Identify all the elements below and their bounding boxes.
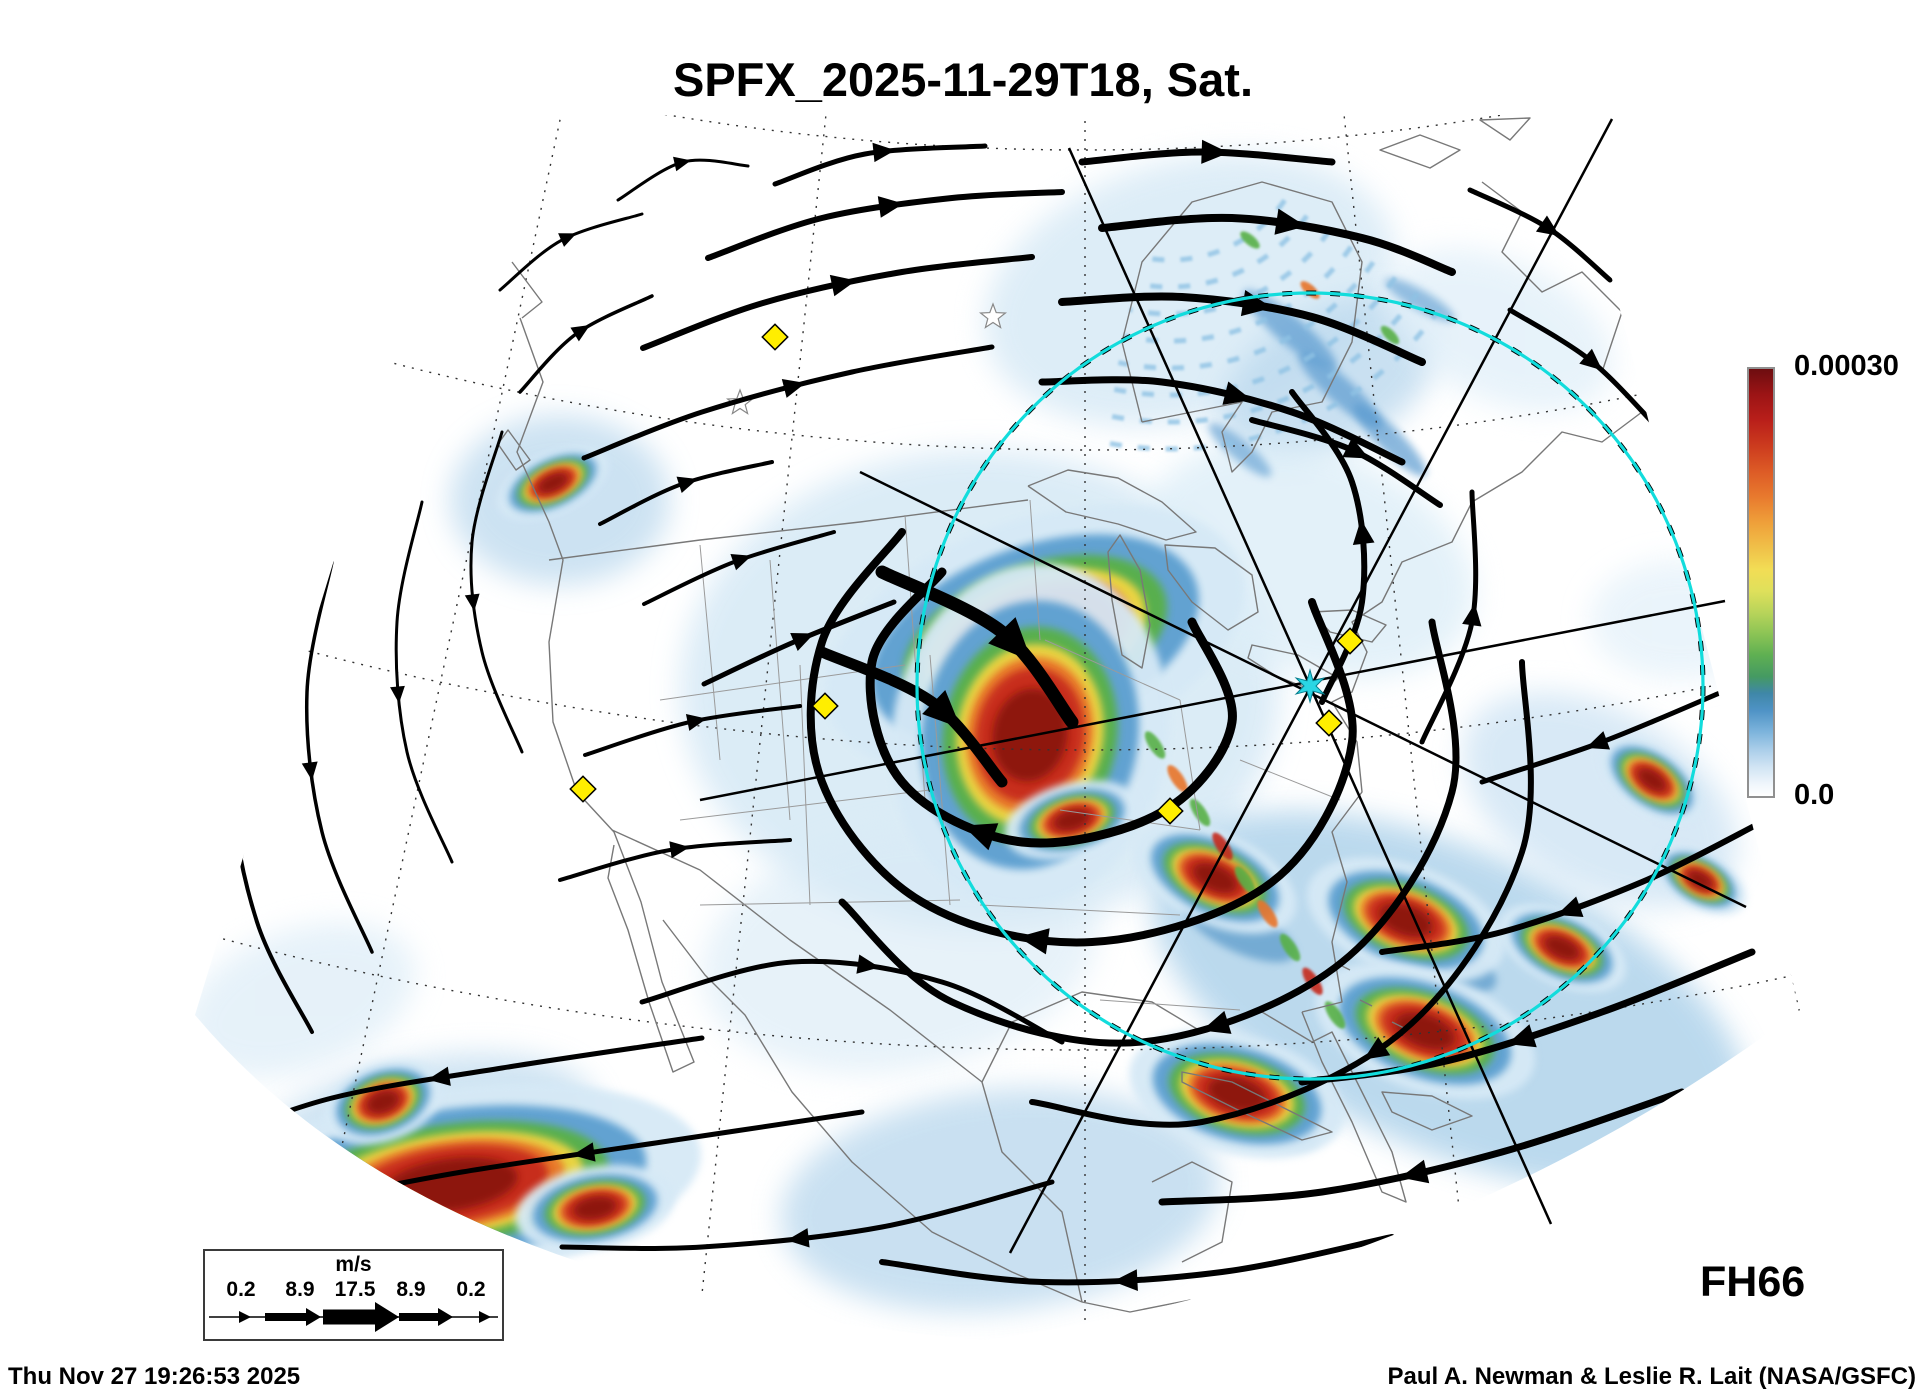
waypoint-diamond-marker <box>811 692 839 720</box>
waypoint-diamond-marker <box>569 775 597 803</box>
waypoint-diamond-marker <box>1315 709 1343 737</box>
wind-tick-0: 0.2 <box>226 1278 256 1301</box>
page-title: SPFX_2025-11-29T18, Sat. <box>672 53 1254 106</box>
wind-tick-1: 8.9 <box>285 1278 315 1301</box>
wind-tick-2: 17.5 <box>334 1278 376 1301</box>
colorbar <box>1747 367 1775 798</box>
credit-line: Paul A. Newman & Leslie R. Lait (NASA/GS… <box>1387 1363 1916 1390</box>
wind-legend-ticks: 0.2 8.9 17.5 8.9 0.2 <box>203 1278 504 1302</box>
wind-speed-legend-box <box>203 1249 504 1341</box>
wind-legend-arrow-diagram <box>209 1302 498 1332</box>
center-star-marker <box>1294 668 1326 704</box>
waypoint-diamond-marker <box>761 323 789 351</box>
waypoint-diamond-marker <box>1336 627 1364 655</box>
wind-tick-3: 8.9 <box>396 1278 426 1301</box>
colorbar-max-label: 0.00030 <box>1794 350 1899 382</box>
waypoint-diamond-marker <box>1156 797 1184 825</box>
creation-timestamp: Thu Nov 27 19:26:53 2025 <box>8 1363 301 1390</box>
forecast-hour-label: FH66 <box>1700 1258 1806 1306</box>
wind-tick-4: 0.2 <box>456 1278 486 1301</box>
wind-legend-units: m/s <box>335 1253 372 1276</box>
colorbar-min-label: 0.0 <box>1794 779 1835 811</box>
